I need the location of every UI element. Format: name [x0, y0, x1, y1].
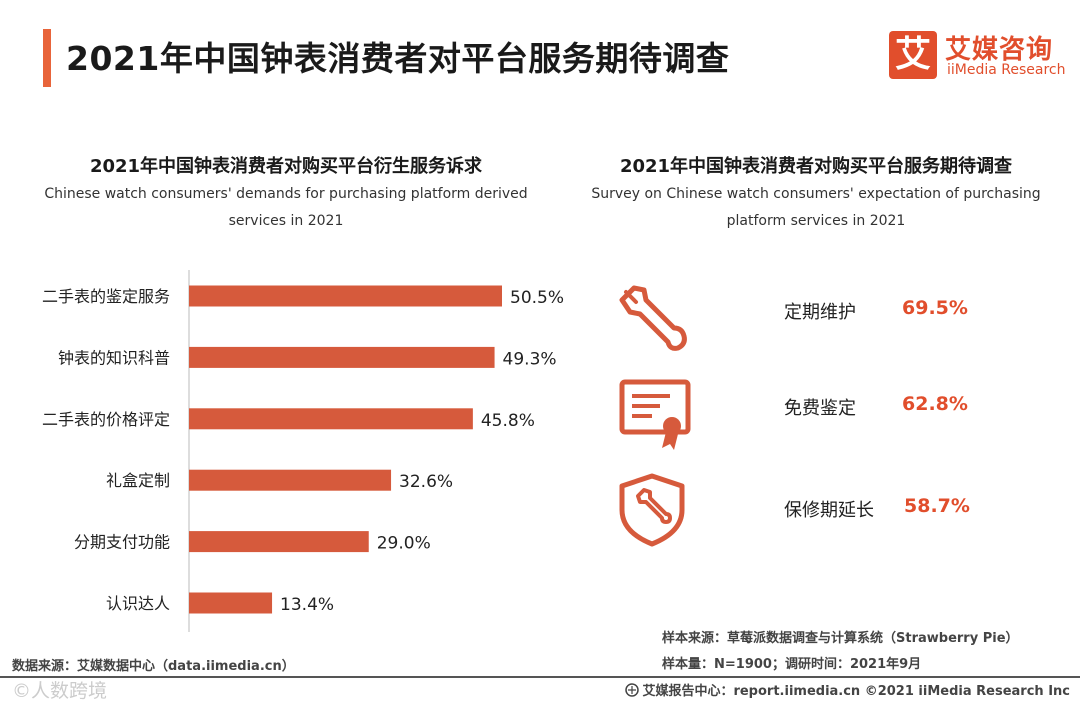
data-label: 32.6% — [399, 472, 453, 492]
shield-wrench-icon — [619, 473, 685, 547]
category-label: 认识达人 — [106, 594, 170, 613]
right-panel-subtitle-line2: platform services in 2021 — [726, 213, 906, 229]
service-value: 62.8% — [902, 393, 968, 415]
data-label: 13.4% — [280, 595, 334, 615]
category-label: 分期支付功能 — [74, 533, 170, 552]
data-label: 45.8% — [481, 411, 535, 431]
logo-text-en: iiMedia Research — [947, 62, 1066, 78]
service-item-maintenance: 定期维护 69.5% — [612, 278, 1012, 351]
sample-size-note: 样本量：N=1900；调研时间：2021年9月 — [662, 657, 922, 672]
service-item-appraisal: 免费鉴定 62.8% — [612, 374, 1012, 450]
footer-copyright: 艾媒报告中心：report.iimedia.cn ©2021 iiMedia R… — [625, 680, 1070, 699]
service-label: 定期维护 — [784, 302, 856, 323]
sample-source-note: 样本来源：草莓派数据调查与计算系统（Strawberry Pie） — [662, 631, 1019, 646]
brand-logo: 艾 艾媒咨询 iiMedia Research — [889, 31, 1066, 81]
data-label: 49.3% — [503, 349, 557, 369]
left-chart-subtitle: Chinese watch consumers' demands for pur… — [30, 181, 542, 235]
left-chart-subtitle-line2: services in 2021 — [228, 213, 344, 229]
service-value: 69.5% — [902, 297, 968, 319]
wrench-icon — [619, 285, 687, 351]
category-label: 二手表的鉴定服务 — [42, 287, 170, 306]
bar — [189, 285, 502, 307]
page-title: 2021年中国钟表消费者对平台服务期待调查 — [66, 39, 730, 78]
bar — [189, 408, 473, 430]
service-value: 58.7% — [904, 495, 970, 517]
right-panel-subtitle: Survey on Chinese watch consumers' expec… — [560, 181, 1072, 235]
bar — [189, 346, 495, 368]
right-panel-subtitle-line1: Survey on Chinese watch consumers' expec… — [591, 186, 1041, 202]
left-chart-title: 2021年中国钟表消费者对购买平台衍生服务诉求 — [89, 156, 483, 177]
report-center-icon — [625, 683, 640, 697]
service-label: 保修期延长 — [784, 500, 874, 521]
bar — [189, 469, 392, 491]
service-label: 免费鉴定 — [784, 398, 856, 419]
footer-text: 艾媒报告中心：report.iimedia.cn ©2021 iiMedia R… — [642, 684, 1070, 699]
category-label: 钟表的知识科普 — [58, 348, 170, 367]
left-chart-subtitle-line1: Chinese watch consumers' demands for pur… — [44, 186, 528, 202]
category-label: 礼盒定制 — [106, 471, 170, 490]
certificate-icon — [619, 379, 691, 450]
data-label: 29.0% — [377, 534, 431, 554]
right-panel-title: 2021年中国钟表消费者对购买平台服务期待调查 — [619, 156, 1013, 177]
data-label: 50.5% — [510, 288, 564, 308]
footer-divider — [0, 676, 1080, 678]
title-accent-bar — [43, 29, 51, 87]
data-source-note: 数据来源：艾媒数据中心（data.iimedia.cn） — [12, 659, 295, 674]
bar — [189, 592, 273, 614]
service-item-warranty: 保修期延长 58.7% — [612, 470, 1012, 547]
watermark: ©人数跨境 — [12, 680, 108, 702]
category-label: 二手表的价格评定 — [42, 410, 170, 429]
logo-mark: 艾 — [889, 31, 937, 79]
derived-services-bar-chart: 二手表的鉴定服务 50.5% 钟表的知识科普 49.3% 二手表的价格评定 45.8% 礼盒… — [42, 270, 564, 632]
bar — [189, 531, 369, 553]
logo-text-cn: 艾媒咨询 — [945, 35, 1054, 65]
